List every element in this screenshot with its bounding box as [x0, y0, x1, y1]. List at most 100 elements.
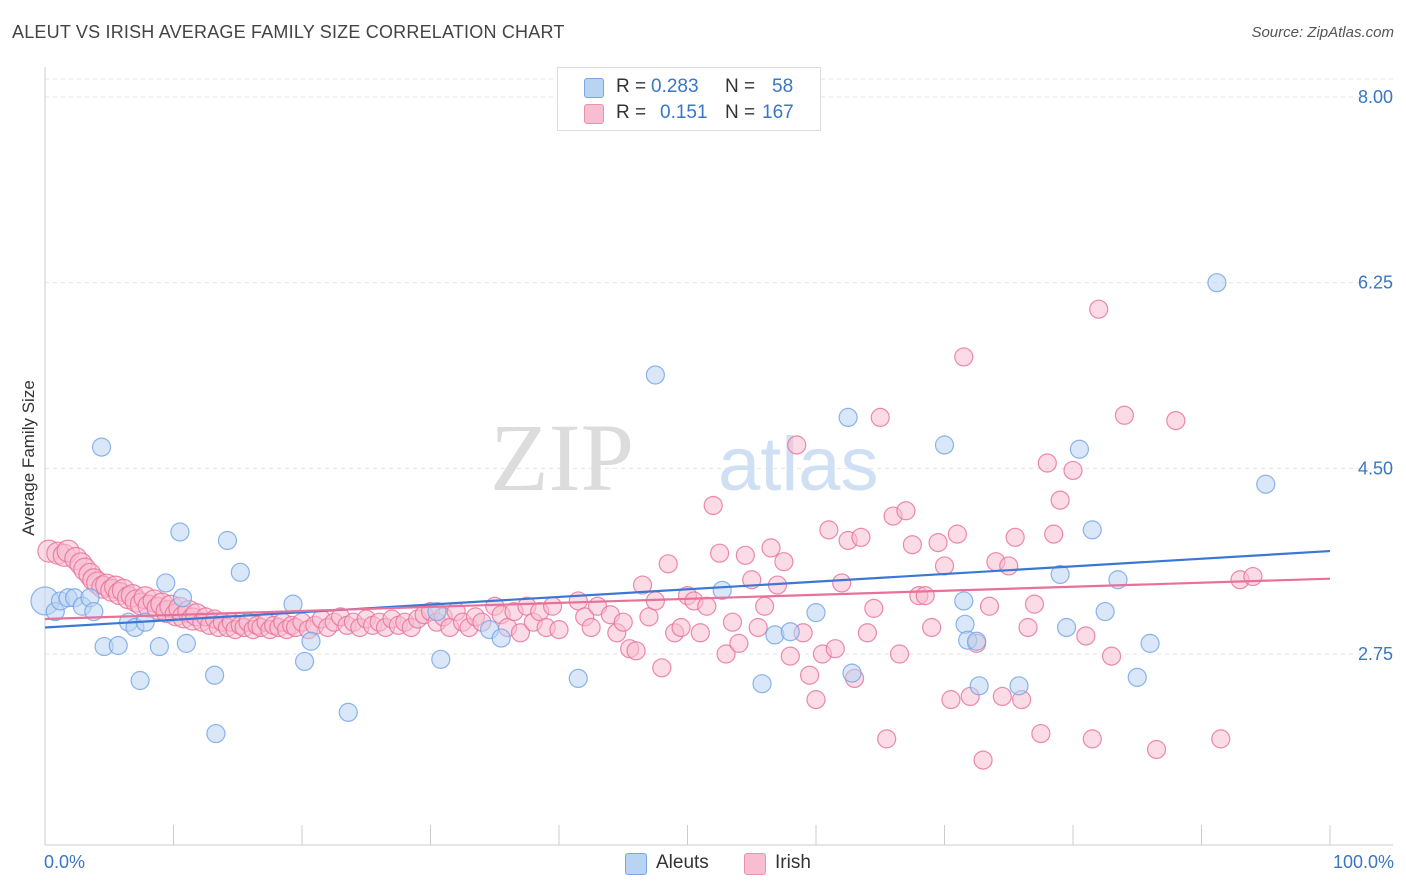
- y-axis-label: Average Family Size: [19, 380, 38, 536]
- point-aleuts: [955, 614, 975, 634]
- point-aleuts: [967, 631, 987, 651]
- point-aleuts: [934, 435, 955, 455]
- legend-n-value: 167: [762, 102, 794, 123]
- legend-r-label: R =: [616, 102, 647, 123]
- point-irish: [1005, 527, 1025, 547]
- y-tick-labels: 2.75 4.50 6.25 8.00: [1358, 87, 1393, 664]
- point-irish: [1211, 729, 1231, 749]
- point-irish: [754, 596, 775, 616]
- point-irish: [581, 617, 601, 638]
- point-irish: [806, 690, 826, 710]
- point-aleuts: [91, 437, 112, 457]
- point-irish: [542, 596, 563, 616]
- x-tick-label-min: 0.0%: [44, 852, 86, 872]
- point-irish: [902, 535, 922, 555]
- legend-swatch-aleuts: [584, 78, 604, 98]
- point-aleuts: [954, 591, 974, 611]
- point-aleuts: [205, 665, 225, 685]
- point-aleuts: [294, 651, 315, 672]
- point-aleuts: [568, 668, 588, 689]
- point-irish: [787, 435, 807, 455]
- chart-title: ALEUT VS IRISH AVERAGE FAMILY SIZE CORRE…: [12, 22, 565, 42]
- trend-line-aleuts: [44, 549, 1331, 629]
- bottom-legend-label-irish: Irish: [775, 852, 811, 873]
- legend-n-label: N =: [725, 76, 756, 97]
- point-aleuts: [1095, 601, 1115, 622]
- point-irish: [1089, 299, 1109, 319]
- point-aleuts: [1140, 633, 1160, 653]
- point-irish: [748, 617, 768, 638]
- point-irish: [896, 501, 916, 521]
- point-aleuts: [431, 649, 451, 669]
- x-tick-label-max: 100.0%: [1332, 852, 1394, 872]
- point-aleuts: [645, 365, 665, 385]
- point-irish: [979, 596, 1000, 616]
- point-irish: [658, 554, 678, 574]
- chart-source: Source: ZipAtlas.com: [1251, 24, 1394, 41]
- point-irish: [735, 545, 755, 565]
- point-aleuts: [217, 530, 238, 551]
- point-irish: [851, 527, 871, 547]
- point-irish: [832, 573, 852, 593]
- point-irish: [761, 538, 781, 558]
- point-aleuts: [765, 625, 785, 645]
- point-aleuts: [84, 601, 104, 622]
- point-aleuts: [338, 702, 358, 722]
- point-aleuts: [969, 676, 989, 696]
- point-irish: [703, 495, 723, 516]
- point-aleuts: [149, 636, 169, 657]
- point-irish: [1101, 646, 1122, 666]
- point-aleuts: [806, 603, 826, 623]
- point-irish: [825, 639, 845, 659]
- point-irish: [549, 619, 569, 640]
- point-aleuts: [491, 628, 511, 648]
- point-irish: [1146, 739, 1167, 760]
- point-irish: [632, 575, 653, 595]
- legend-r-value: 0.283: [651, 76, 699, 97]
- legend-r-value: 0.151: [660, 102, 708, 123]
- point-irish: [774, 552, 794, 572]
- point-irish: [992, 686, 1012, 707]
- point-irish: [729, 633, 749, 653]
- point-irish: [934, 556, 955, 576]
- point-irish: [780, 646, 800, 666]
- watermark-atlas: atlas: [718, 422, 879, 507]
- point-aleuts: [1256, 474, 1276, 494]
- point-irish: [1166, 410, 1186, 431]
- point-irish: [1050, 490, 1070, 510]
- point-aleuts: [1050, 564, 1070, 585]
- point-irish: [928, 532, 948, 553]
- point-irish: [1114, 405, 1135, 425]
- point-irish: [857, 623, 878, 643]
- point-irish: [922, 617, 942, 638]
- point-aleuts: [230, 562, 250, 582]
- bottom-legend-swatch-irish: [744, 853, 766, 875]
- point-aleuts: [130, 670, 150, 691]
- correlation-legend: R = 0.283 N = 58 R = 0.151 N = 167: [557, 67, 821, 131]
- point-irish: [613, 612, 633, 632]
- point-irish: [973, 750, 993, 770]
- point-irish: [652, 658, 672, 678]
- trend-lines: [44, 549, 1331, 629]
- point-aleuts: [1207, 273, 1227, 293]
- point-irish: [947, 524, 967, 544]
- point-aleuts: [1009, 676, 1029, 696]
- point-irish: [697, 596, 717, 616]
- point-irish: [510, 623, 531, 643]
- point-aleuts: [172, 588, 193, 608]
- legend-r-label: R =: [616, 76, 647, 97]
- point-irish: [954, 347, 974, 367]
- point-irish: [1082, 729, 1102, 749]
- point-irish: [1063, 460, 1083, 481]
- axes: [44, 67, 1393, 846]
- y-tick-label: 4.50: [1358, 458, 1393, 478]
- point-irish: [716, 644, 736, 664]
- point-aleuts: [1056, 617, 1077, 638]
- point-irish: [1024, 594, 1045, 614]
- point-irish: [864, 598, 884, 618]
- point-irish: [819, 520, 839, 540]
- point-irish: [870, 407, 890, 428]
- point-aleuts: [1127, 667, 1147, 687]
- point-aleuts: [1069, 439, 1090, 459]
